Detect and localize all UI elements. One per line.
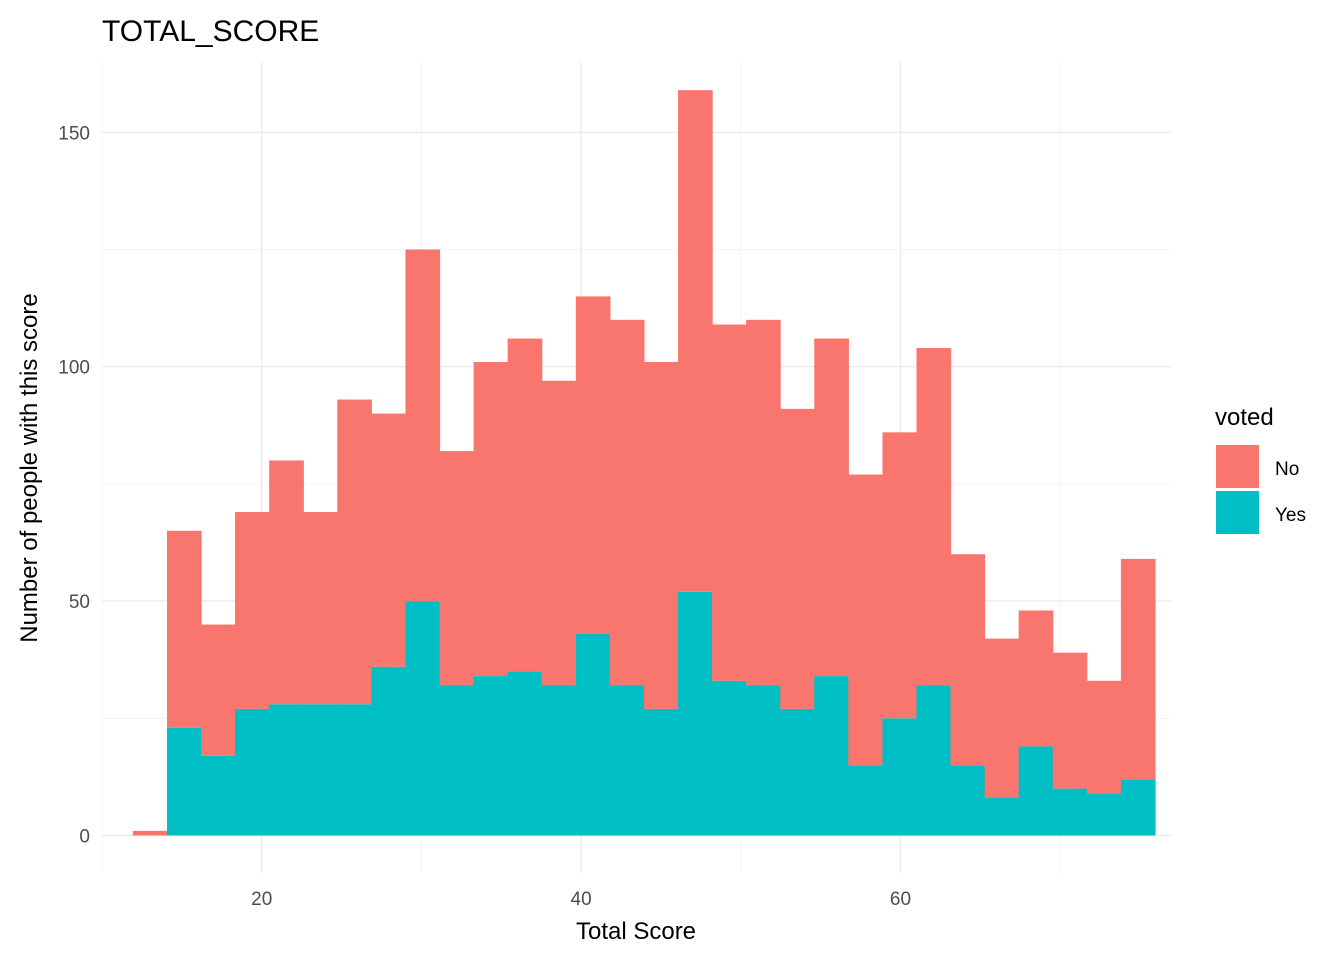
bar-no bbox=[848, 474, 883, 766]
x-tick-label: 60 bbox=[890, 889, 911, 910]
bar-no bbox=[814, 338, 849, 677]
bar-no bbox=[303, 512, 338, 705]
bar-no bbox=[1086, 680, 1122, 794]
bar-yes bbox=[712, 680, 747, 836]
bar-yes bbox=[303, 704, 338, 836]
bar-yes bbox=[541, 685, 577, 836]
bar-no bbox=[916, 347, 952, 686]
bar-no bbox=[541, 380, 577, 686]
legend-label-yes: Yes bbox=[1275, 505, 1306, 526]
bar-no bbox=[371, 413, 407, 667]
y-tick-label: 150 bbox=[58, 123, 90, 144]
bar-no bbox=[984, 638, 1020, 798]
legend-title: voted bbox=[1215, 404, 1274, 431]
legend-items: No Yes bbox=[1216, 445, 1306, 534]
bar-no bbox=[166, 530, 202, 728]
bar-no bbox=[201, 624, 236, 756]
legend: voted No Yes bbox=[1215, 404, 1306, 534]
bar-yes bbox=[984, 797, 1020, 836]
bar-yes bbox=[507, 671, 543, 836]
x-axis-ticks: 20 40 60 bbox=[251, 889, 911, 910]
bar-yes bbox=[678, 591, 713, 836]
bar-no bbox=[950, 554, 986, 766]
bar-yes bbox=[1120, 779, 1156, 836]
y-tick-label: 0 bbox=[79, 826, 90, 847]
bar-no bbox=[405, 249, 441, 602]
bar-yes bbox=[780, 708, 815, 836]
bar-no bbox=[780, 408, 815, 709]
bar-no bbox=[746, 319, 781, 686]
x-tick-label: 40 bbox=[571, 889, 592, 910]
bar-no bbox=[575, 296, 611, 634]
bar-yes bbox=[166, 727, 202, 836]
bar-no bbox=[337, 399, 372, 705]
bar-yes bbox=[1086, 793, 1122, 836]
bar-no bbox=[609, 319, 645, 686]
bar-yes bbox=[814, 676, 849, 836]
bar-yes bbox=[950, 765, 986, 836]
bar-yes bbox=[746, 685, 781, 836]
y-tick-label: 100 bbox=[58, 358, 90, 379]
bar-yes bbox=[1018, 746, 1054, 836]
bar-yes bbox=[473, 676, 509, 836]
bar-yes bbox=[405, 601, 441, 836]
bar-no bbox=[269, 460, 304, 705]
bar-yes bbox=[371, 666, 407, 836]
bar-yes bbox=[916, 685, 952, 836]
bar-no bbox=[1018, 610, 1054, 747]
bar-no bbox=[507, 338, 543, 672]
bar-no bbox=[882, 432, 918, 719]
bar-no bbox=[132, 830, 168, 836]
bar-yes bbox=[235, 708, 270, 836]
bar-no bbox=[712, 324, 747, 681]
bar-yes bbox=[848, 765, 883, 836]
bar-yes bbox=[269, 704, 304, 836]
y-tick-label: 50 bbox=[69, 592, 90, 613]
bar-yes bbox=[201, 755, 236, 836]
histogram-bars bbox=[132, 90, 1156, 836]
bar-yes bbox=[1052, 788, 1088, 836]
bar-no bbox=[235, 512, 270, 709]
bar-yes bbox=[575, 633, 611, 836]
bar-no bbox=[643, 362, 679, 709]
chart-title: TOTAL_SCORE bbox=[102, 15, 319, 48]
bar-no bbox=[439, 451, 475, 686]
x-axis-title: Total Score bbox=[576, 918, 696, 945]
bar-yes bbox=[609, 685, 645, 836]
bar-yes bbox=[882, 718, 918, 836]
legend-key-yes bbox=[1216, 491, 1259, 534]
y-axis-ticks: 0 50 100 150 bbox=[58, 123, 90, 847]
bar-yes bbox=[643, 708, 679, 836]
bar-no bbox=[1052, 652, 1088, 789]
bar-yes bbox=[439, 685, 475, 836]
x-tick-label: 20 bbox=[251, 889, 272, 910]
bar-yes bbox=[337, 704, 372, 836]
legend-key-no bbox=[1216, 445, 1259, 488]
bar-no bbox=[678, 90, 713, 592]
legend-label-no: No bbox=[1275, 459, 1299, 480]
y-axis-title: Number of people with this score bbox=[16, 293, 43, 643]
bar-no bbox=[1120, 558, 1156, 780]
bar-no bbox=[473, 362, 509, 677]
